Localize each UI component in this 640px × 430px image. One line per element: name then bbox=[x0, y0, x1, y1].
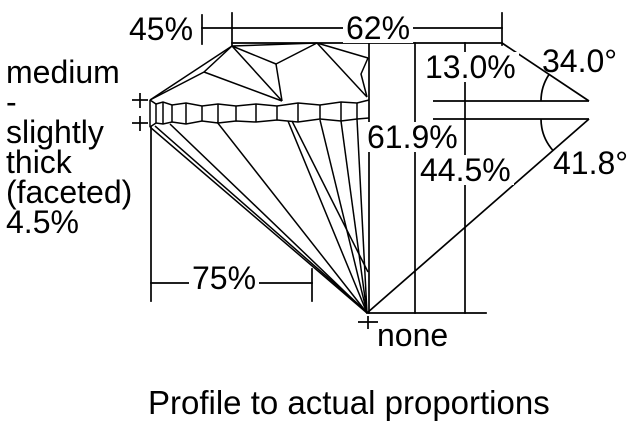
pavilion-facets bbox=[149, 118, 369, 314]
girdle-line-1: medium bbox=[6, 54, 120, 90]
pavilion-depth-label: 44.5% bbox=[417, 154, 514, 186]
girdle-line-4: thick bbox=[6, 144, 72, 180]
angle-schematic bbox=[366, 42, 590, 314]
girdle-cross-markers bbox=[132, 93, 148, 131]
culet-label: none bbox=[377, 317, 449, 353]
pavilion-angle-label: 41.8° bbox=[553, 145, 629, 181]
pavilion-angle-arc bbox=[540, 118, 554, 152]
girdle-line-3: slightly bbox=[6, 114, 104, 150]
star-facet-length-label: 45% bbox=[129, 11, 194, 47]
crown-angle-arc bbox=[540, 74, 550, 102]
crown-facets bbox=[149, 42, 369, 127]
girdle-thickness-label: medium - slightly thick (faceted) 4.5% bbox=[6, 54, 133, 240]
table-size-label: 62% bbox=[343, 12, 414, 44]
crown-angle-label: 34.0° bbox=[542, 43, 618, 79]
crown-height-label: 13.0% bbox=[422, 51, 519, 83]
total-depth-label: 61.9% bbox=[364, 121, 461, 153]
culet-cross-marker bbox=[358, 316, 378, 329]
girdle-line-2: - bbox=[6, 84, 17, 120]
pavilion-slope-line bbox=[366, 118, 590, 314]
girdle-band bbox=[149, 99, 370, 128]
girdle-line-5: (faceted) bbox=[6, 174, 133, 210]
lower-girdle-length-label: 75% bbox=[189, 262, 260, 294]
girdle-line-6: 4.5% bbox=[6, 204, 79, 240]
figure-caption: Profile to actual proportions bbox=[148, 384, 550, 421]
